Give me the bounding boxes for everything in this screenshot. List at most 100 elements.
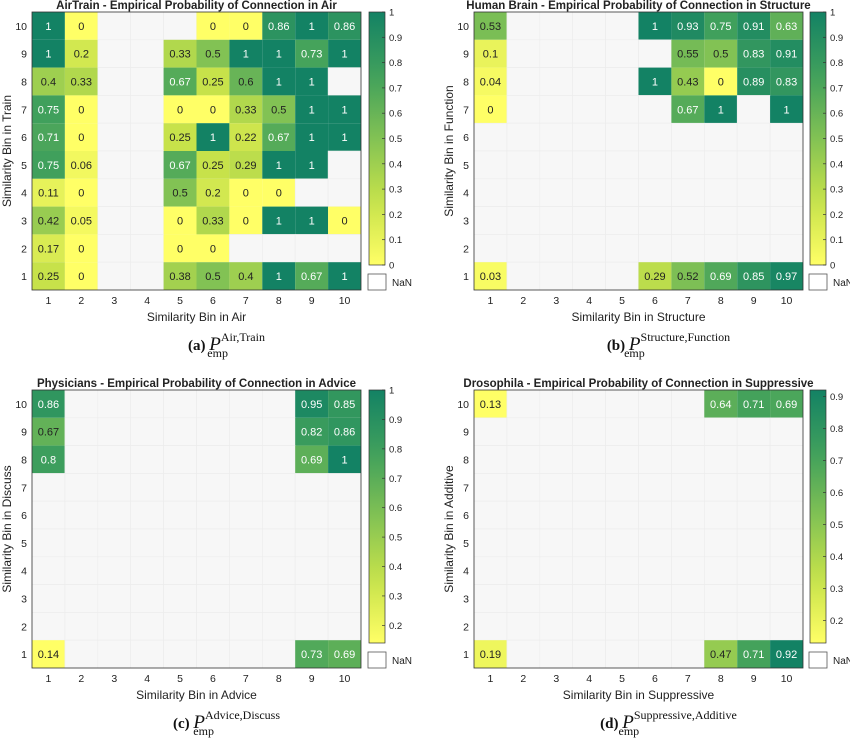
heatmap-cell bbox=[328, 390, 361, 418]
heatmap-cell bbox=[770, 262, 803, 290]
x-tick-label: 3 bbox=[111, 673, 117, 685]
nan-legend-swatch bbox=[808, 273, 828, 291]
nan-cell bbox=[64, 528, 99, 558]
nan-cell bbox=[97, 178, 132, 207]
nan-cell bbox=[736, 612, 771, 641]
cell-label: 0.83 bbox=[743, 49, 764, 61]
nan-cell bbox=[605, 639, 639, 669]
nan-cell bbox=[572, 261, 606, 291]
heatmap-cell bbox=[638, 262, 672, 290]
caption-label: (b) bbox=[607, 338, 629, 354]
cell-label: 0 bbox=[276, 188, 282, 200]
nan-cell bbox=[64, 556, 99, 585]
nan-cell bbox=[736, 150, 771, 180]
nan-cell bbox=[539, 584, 573, 613]
nan-cell bbox=[97, 639, 132, 669]
colorbar-tick-label: 0.3 bbox=[389, 185, 402, 196]
cell-label: 0 bbox=[718, 77, 724, 89]
heatmap-cell bbox=[295, 123, 329, 151]
cell-label: 0 bbox=[78, 188, 84, 200]
colorbar-tick-label: 0.1 bbox=[830, 235, 843, 246]
nan-cell bbox=[671, 417, 705, 446]
cell-label: 0.1 bbox=[483, 49, 498, 61]
nan-cell bbox=[261, 234, 296, 263]
colorbar-tick-label: 0.6 bbox=[389, 503, 402, 514]
x-tick-label: 4 bbox=[144, 673, 150, 685]
heatmap-cell bbox=[328, 12, 361, 40]
x-tick-label: 6 bbox=[210, 295, 216, 307]
heatmap-cell bbox=[196, 123, 230, 151]
caption-symbol: P bbox=[628, 334, 641, 355]
panel-caption: (a) PAir,Train bbox=[188, 330, 265, 355]
cell-label: 0.83 bbox=[776, 77, 797, 89]
nan-cell bbox=[769, 178, 804, 207]
nan-cell bbox=[769, 417, 804, 446]
colorbar-tick-label: 0.8 bbox=[389, 58, 402, 69]
nan-cell bbox=[506, 261, 541, 291]
heatmap-cell bbox=[229, 151, 263, 179]
y-tick-label: 4 bbox=[21, 188, 27, 200]
cell-label: 0.25 bbox=[169, 132, 190, 144]
colorbar bbox=[809, 389, 827, 644]
nan-cell bbox=[130, 234, 164, 263]
nan-cell bbox=[294, 234, 329, 263]
nan-cell bbox=[506, 234, 541, 263]
nan-cell bbox=[671, 556, 705, 585]
cell-label: 0.53 bbox=[480, 21, 501, 33]
nan-cell bbox=[294, 556, 329, 585]
nan-cell bbox=[605, 445, 639, 474]
nan-cell bbox=[64, 389, 99, 419]
nan-cell bbox=[736, 122, 771, 152]
nan-cell bbox=[572, 95, 606, 124]
heatmap-cell bbox=[229, 206, 263, 235]
nan-cell bbox=[539, 261, 573, 291]
nan-cell bbox=[539, 206, 573, 235]
cell-label: 0 bbox=[210, 21, 216, 33]
colorbar-tick-label: 1 bbox=[830, 8, 835, 19]
nan-cell bbox=[671, 389, 705, 419]
heatmap-cell bbox=[196, 12, 230, 40]
x-tick-label: 8 bbox=[718, 295, 724, 307]
cell-label: 0.13 bbox=[480, 399, 501, 411]
cell-label: 0.92 bbox=[776, 649, 797, 661]
nan-cell bbox=[703, 612, 738, 641]
cell-label: 0.75 bbox=[38, 104, 59, 116]
nan-cell bbox=[261, 473, 296, 502]
y-tick-label: 1 bbox=[21, 271, 27, 283]
axes-frame bbox=[31, 389, 362, 669]
nan-cell bbox=[163, 639, 197, 669]
nan-cell bbox=[572, 584, 606, 613]
nan-cell bbox=[605, 39, 639, 68]
cell-label: 0.73 bbox=[301, 649, 322, 661]
x-tick-label: 7 bbox=[685, 295, 691, 307]
nan-cell bbox=[638, 122, 672, 152]
nan-cell bbox=[473, 417, 508, 446]
nan-cell bbox=[327, 556, 362, 585]
cell-label: 0.69 bbox=[776, 399, 797, 411]
heatmap-cell bbox=[328, 123, 361, 151]
nan-cell bbox=[605, 389, 639, 419]
heatmap-cell bbox=[229, 12, 263, 40]
heatmap-cell bbox=[770, 12, 803, 40]
heatmap-cell bbox=[704, 67, 738, 96]
nan-cell bbox=[605, 556, 639, 585]
heatmap-cell bbox=[737, 640, 771, 668]
y-tick-label: 8 bbox=[463, 455, 469, 467]
heatmap-cell bbox=[737, 67, 771, 96]
nan-cell bbox=[130, 11, 164, 41]
nan-cell bbox=[130, 261, 164, 291]
nan-cell bbox=[31, 528, 66, 558]
colorbar-tick-label: 0 bbox=[830, 261, 835, 272]
x-tick-label: 3 bbox=[553, 673, 559, 685]
nan-cell bbox=[163, 584, 197, 613]
caption-label: (a) bbox=[188, 338, 209, 354]
nan-cell bbox=[638, 528, 672, 558]
y-tick-label: 4 bbox=[463, 188, 469, 200]
heatmap-cell bbox=[328, 206, 361, 235]
cell-label: 0.91 bbox=[743, 21, 764, 33]
cell-label: 0.4 bbox=[41, 77, 56, 89]
cell-label: 0.85 bbox=[743, 271, 764, 283]
nan-cell bbox=[130, 389, 164, 419]
cell-label: 0.33 bbox=[169, 49, 190, 61]
nan-cell bbox=[769, 150, 804, 180]
